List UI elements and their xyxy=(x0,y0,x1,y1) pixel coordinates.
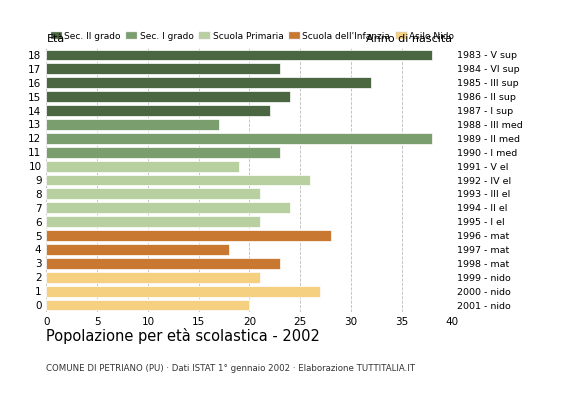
Bar xyxy=(46,300,249,310)
Bar xyxy=(46,174,310,186)
Bar xyxy=(46,119,219,130)
Bar xyxy=(46,286,321,296)
Bar xyxy=(46,244,229,255)
Bar xyxy=(46,147,280,158)
Bar xyxy=(46,91,290,102)
Bar xyxy=(46,272,260,283)
Text: Età: Età xyxy=(46,34,64,44)
Bar xyxy=(46,258,280,269)
Bar xyxy=(46,161,240,172)
Text: Anno di nascita: Anno di nascita xyxy=(367,34,452,44)
Bar xyxy=(46,216,260,227)
Text: Popolazione per età scolastica - 2002: Popolazione per età scolastica - 2002 xyxy=(46,328,320,344)
Bar xyxy=(46,230,331,241)
Bar xyxy=(46,64,280,74)
Bar xyxy=(46,77,371,88)
Text: COMUNE DI PETRIANO (PU) · Dati ISTAT 1° gennaio 2002 · Elaborazione TUTTITALIA.I: COMUNE DI PETRIANO (PU) · Dati ISTAT 1° … xyxy=(46,364,415,373)
Bar xyxy=(46,202,290,213)
Legend: Sec. II grado, Sec. I grado, Scuola Primaria, Scuola dell'Infanzia, Asilo Nido: Sec. II grado, Sec. I grado, Scuola Prim… xyxy=(51,32,454,41)
Bar xyxy=(46,188,260,199)
Bar xyxy=(46,105,270,116)
Bar xyxy=(46,133,432,144)
Bar xyxy=(46,50,432,60)
